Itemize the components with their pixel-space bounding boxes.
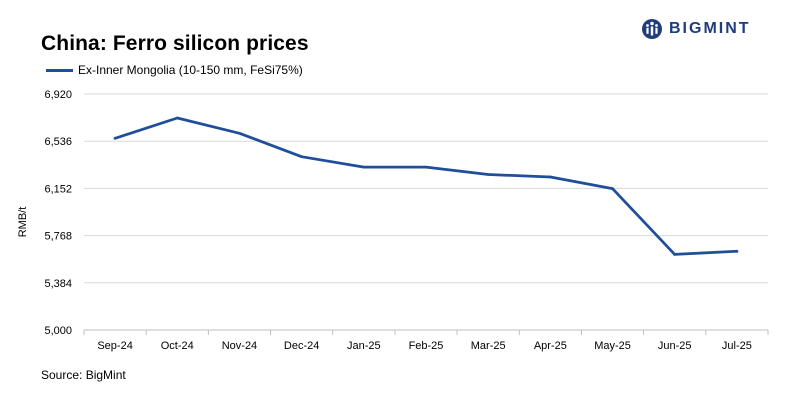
data-point bbox=[175, 116, 179, 120]
data-point bbox=[611, 187, 614, 190]
y-tick-label: 5,768 bbox=[44, 231, 72, 243]
data-point bbox=[362, 165, 366, 169]
data-point bbox=[673, 253, 677, 256]
data-point bbox=[113, 136, 117, 140]
data-point bbox=[735, 250, 739, 253]
x-tick-label: Feb-25 bbox=[409, 340, 444, 352]
data-point bbox=[238, 132, 241, 135]
brand-logo: BIGMINT bbox=[641, 18, 751, 40]
chart-title: China: Ferro silicon prices bbox=[41, 32, 309, 55]
chart-legend: Ex-Inner Mongolia (10-150 mm, FeSi75%) bbox=[46, 63, 303, 77]
y-tick-label: 6,152 bbox=[44, 183, 72, 195]
x-tick-label: Oct-24 bbox=[161, 340, 194, 352]
x-tick-label: Apr-25 bbox=[534, 340, 567, 352]
x-tick-label: Jan-25 bbox=[347, 340, 381, 352]
y-tick-label: 6,920 bbox=[44, 89, 72, 101]
x-tick-label: Mar-25 bbox=[471, 340, 506, 352]
legend-swatch bbox=[46, 68, 73, 72]
data-point bbox=[549, 175, 552, 179]
series-line bbox=[113, 116, 739, 256]
x-tick-label: Jul-25 bbox=[722, 340, 752, 352]
data-point bbox=[300, 155, 303, 158]
x-tick-label: Sep-24 bbox=[97, 340, 132, 352]
bigmint-logo-icon bbox=[642, 19, 662, 39]
legend-label: Ex-Inner Mongolia (10-150 mm, FeSi75%) bbox=[78, 63, 303, 77]
data-point bbox=[486, 173, 490, 176]
x-tick-label: Jun-25 bbox=[658, 340, 692, 352]
y-tick-label: 5,000 bbox=[44, 325, 72, 337]
data-point bbox=[424, 165, 428, 169]
y-tick-label: 5,384 bbox=[44, 278, 72, 290]
source-note: Source: BigMint bbox=[41, 368, 126, 382]
x-tick-label: Nov-24 bbox=[222, 340, 257, 352]
y-tick-label: 6,536 bbox=[44, 136, 72, 148]
x-tick-label: Dec-24 bbox=[284, 340, 319, 352]
logo-text: BIGMINT bbox=[669, 20, 751, 37]
x-tick-label: May-25 bbox=[594, 340, 631, 352]
